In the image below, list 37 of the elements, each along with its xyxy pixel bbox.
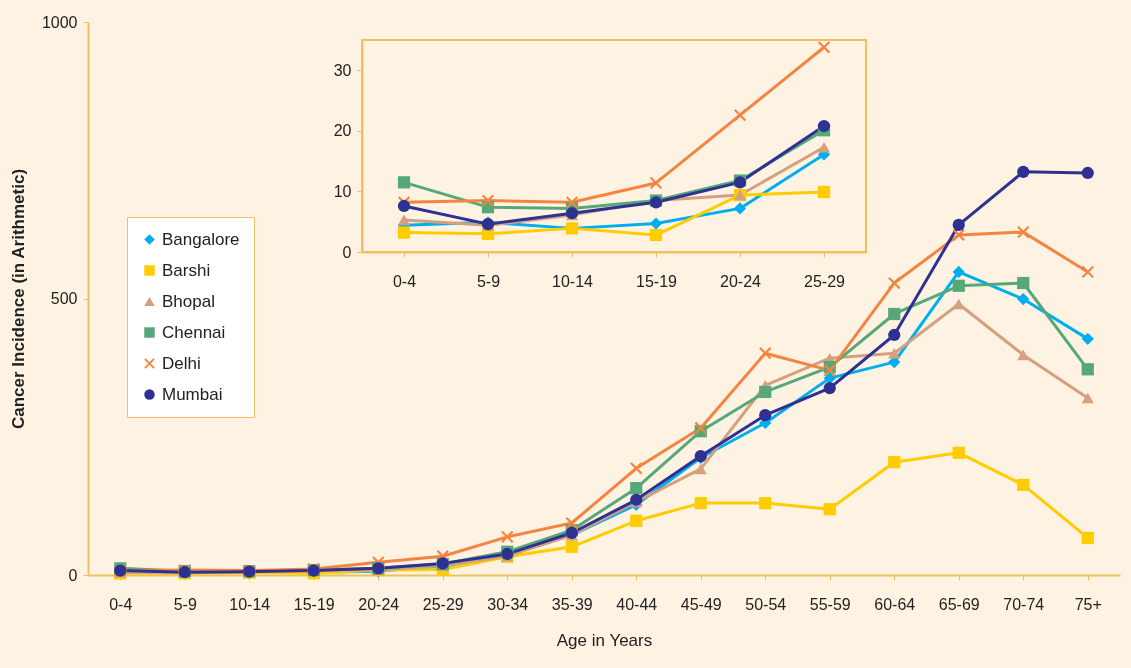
y-tick-label: 10 [333, 182, 352, 200]
x-tick-label: 10-14 [552, 272, 594, 290]
x-tick-label: 0-4 [392, 272, 417, 290]
x-tick-label: 5-9 [476, 272, 501, 290]
y-axis-title: Cancer Incidence (in Arithmetic) [8, 168, 28, 430]
x-tick-label: 70-74 [1003, 595, 1045, 613]
x-tick-label: 20-24 [720, 272, 762, 290]
x-tick-label: 45-49 [680, 595, 722, 613]
x-tick-label: 0-4 [109, 595, 133, 613]
x-tick-label: 25-29 [804, 272, 846, 290]
x-tick-label: 40-44 [616, 595, 658, 613]
legend-label: Bhopal [162, 291, 215, 311]
x-tick-label: 20-24 [358, 595, 400, 613]
x-tick-label: 5-9 [173, 595, 197, 613]
y-tick-label: 0 [342, 243, 352, 261]
x-tick-label: 15-19 [636, 272, 678, 290]
legend-label: Delhi [162, 353, 201, 373]
y-tick-label: 1000 [41, 13, 78, 31]
x-axis-title: Age in Years [556, 630, 653, 650]
legend-label: Bangalore [162, 229, 240, 249]
y-tick-label: 0 [68, 566, 78, 584]
x-tick-label: 30-34 [487, 595, 529, 613]
legend-label: Mumbai [162, 384, 223, 404]
x-tick-label: 35-39 [551, 595, 593, 613]
x-tick-label: 55-59 [809, 595, 851, 613]
x-tick-label: 65-69 [938, 595, 980, 613]
y-tick-label: 20 [333, 122, 352, 140]
legend-label: Chennai [162, 322, 226, 342]
x-tick-label: 60-64 [874, 595, 916, 613]
x-tick-label: 25-29 [422, 595, 464, 613]
x-tick-label: 50-54 [745, 595, 787, 613]
y-tick-label: 500 [50, 290, 78, 307]
x-tick-label: 75+ [1074, 595, 1102, 613]
legend-label: Barshi [162, 260, 211, 280]
y-tick-label: 30 [333, 61, 352, 79]
x-tick-label: 15-19 [293, 595, 335, 613]
x-tick-label: 10-14 [229, 595, 271, 613]
